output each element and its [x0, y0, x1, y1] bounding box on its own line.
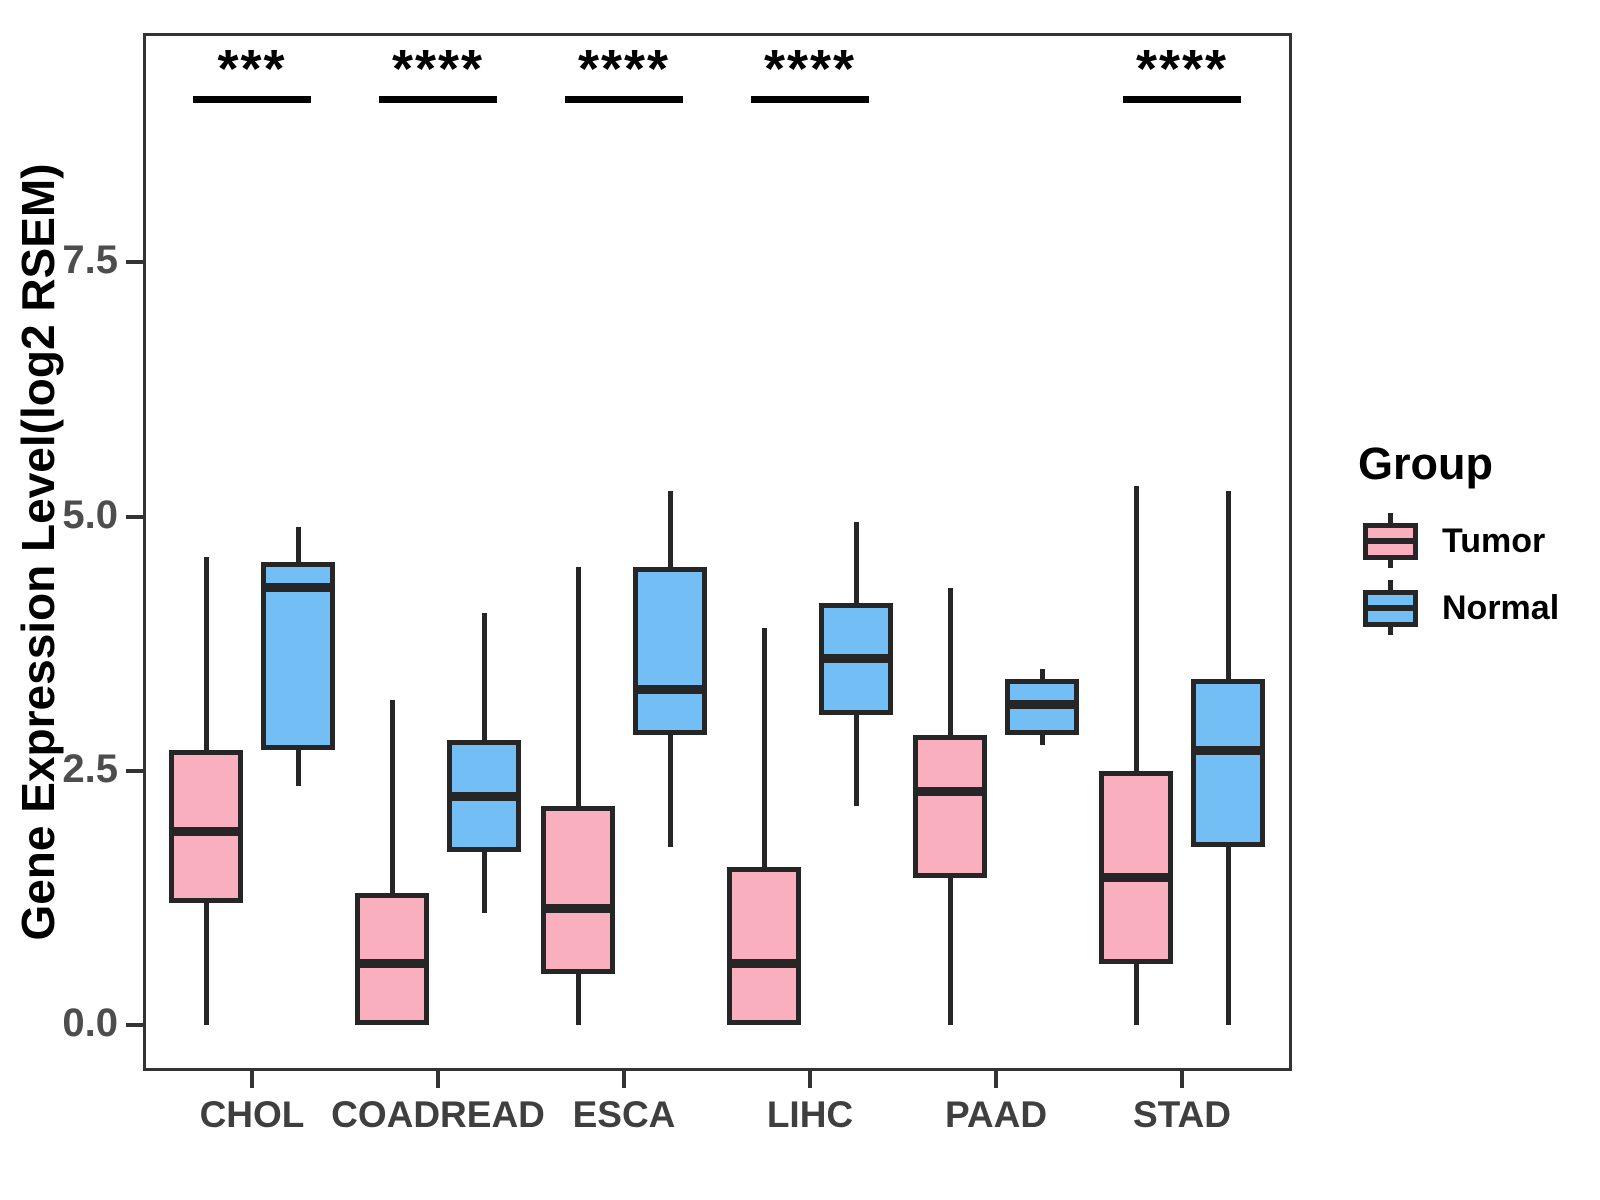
- significance-bar: [751, 96, 869, 103]
- box: [633, 567, 707, 736]
- significance-bar: [379, 96, 497, 103]
- significance-stars: ****: [763, 39, 857, 99]
- x-tick-label: ESCA: [572, 1094, 676, 1135]
- median-line: [541, 903, 615, 913]
- significance-bar: [1123, 96, 1241, 103]
- y-tick-mark: [126, 260, 143, 265]
- median-line: [447, 791, 521, 801]
- x-tick-mark: [808, 1071, 812, 1088]
- significance-stars: ***: [217, 39, 287, 99]
- median-line: [819, 654, 893, 664]
- x-tick-mark: [250, 1071, 254, 1088]
- legend-title: Group: [1358, 438, 1493, 489]
- median-line: [1191, 745, 1265, 755]
- box: [355, 892, 429, 1025]
- x-tick-mark: [622, 1071, 626, 1088]
- median-line: [913, 786, 987, 796]
- whisker: [1133, 485, 1139, 1025]
- median-line: [633, 684, 707, 694]
- median-line: [169, 827, 243, 837]
- y-tick-label: 5.0: [62, 492, 118, 537]
- box: [1191, 679, 1265, 848]
- box: [541, 806, 615, 975]
- x-tick-mark: [436, 1071, 440, 1088]
- significance-bar: [565, 96, 683, 103]
- legend-key-median: [1363, 605, 1418, 611]
- box: [261, 562, 335, 751]
- box: [1099, 770, 1173, 964]
- x-tick-label: COADREAD: [331, 1094, 545, 1135]
- median-line: [355, 959, 429, 969]
- x-tick-label: LIHC: [766, 1094, 854, 1135]
- whisker: [389, 699, 395, 1025]
- y-tick-mark: [126, 768, 143, 773]
- whisker: [761, 628, 767, 1025]
- x-tick-mark: [1180, 1071, 1184, 1088]
- box: [169, 750, 243, 903]
- whisker: [575, 567, 581, 1025]
- median-line: [1005, 700, 1079, 710]
- legend-item-label: Normal: [1442, 589, 1560, 627]
- legend-key-median: [1363, 538, 1418, 544]
- x-tick-label: STAD: [1133, 1094, 1231, 1135]
- median-line: [261, 583, 335, 593]
- y-tick-label: 2.5: [62, 746, 118, 791]
- y-tick-label: 0.0: [62, 1001, 118, 1045]
- significance-stars: ****: [577, 39, 671, 99]
- y-tick-label: 7.5: [62, 238, 118, 283]
- x-tick-mark: [994, 1071, 998, 1088]
- median-line: [1099, 873, 1173, 883]
- box: [913, 735, 987, 878]
- y-tick-mark: [126, 514, 143, 519]
- median-line: [727, 959, 801, 969]
- significance-bar: [193, 96, 311, 103]
- significance-stars: ****: [1135, 39, 1229, 99]
- box: [727, 867, 801, 1025]
- x-tick-label: CHOL: [199, 1094, 305, 1135]
- significance-stars: ****: [391, 39, 485, 99]
- legend-item-label: Tumor: [1442, 522, 1546, 560]
- x-tick-label: PAAD: [944, 1094, 1048, 1135]
- y-tick-mark: [126, 1023, 143, 1027]
